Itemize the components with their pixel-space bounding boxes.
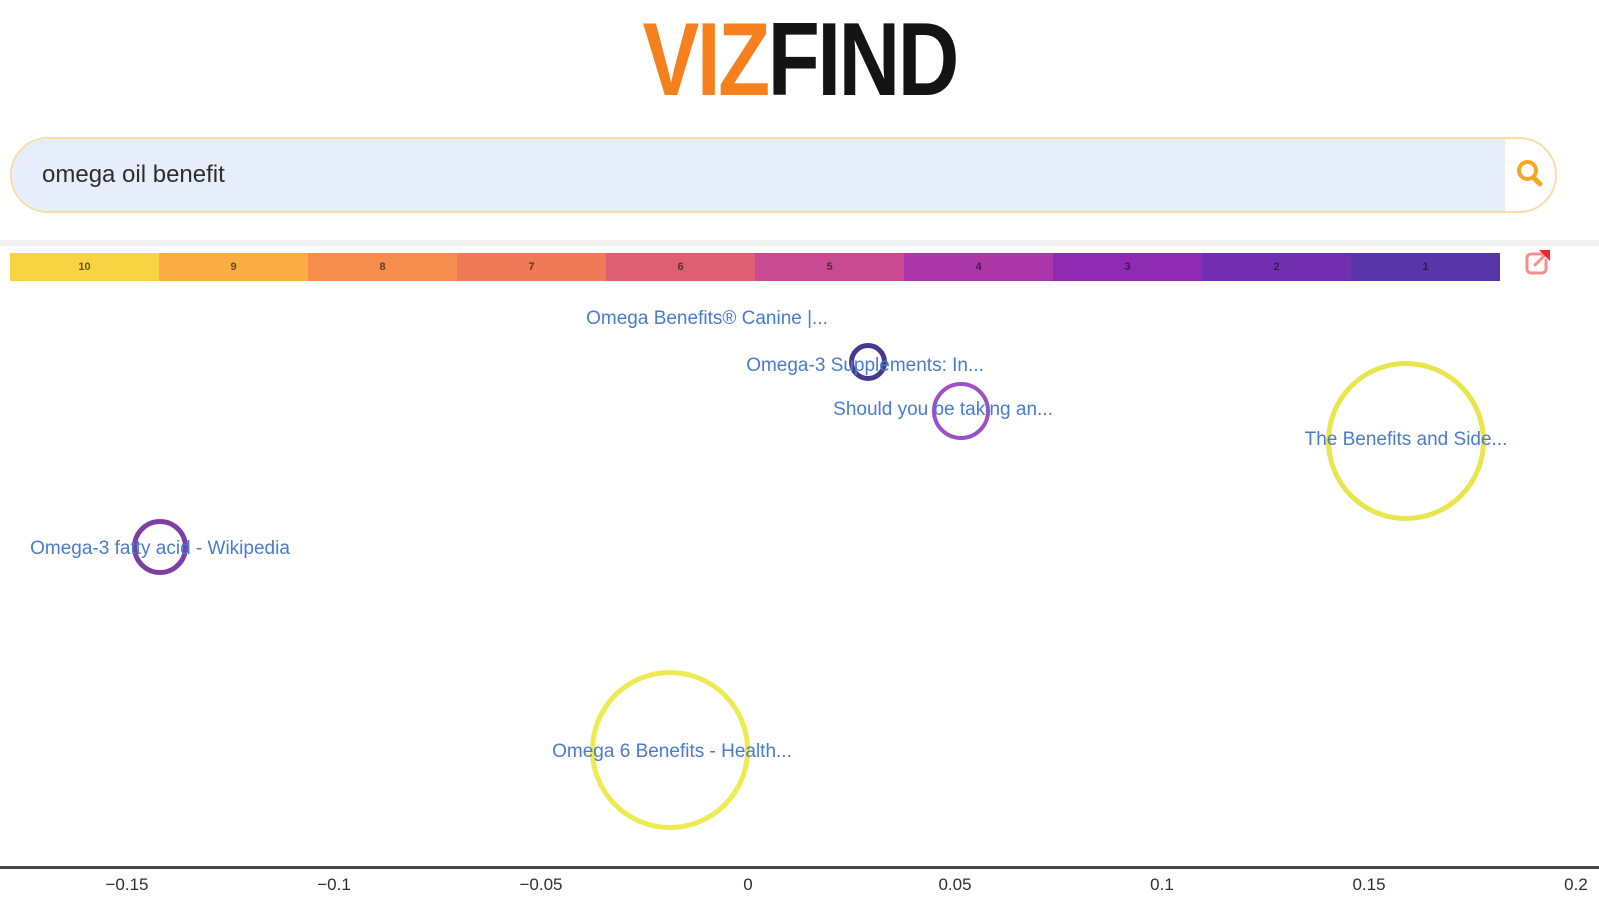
result-link[interactable]: Should you be taking an... (833, 399, 1053, 420)
x-tick-label: −0.1 (317, 875, 351, 894)
result-link[interactable]: The Benefits and Side... (1304, 429, 1508, 450)
colorbar-segment-10: 10 (10, 253, 159, 281)
logo-viz: VIZ (642, 2, 770, 118)
external-link-icon (1521, 249, 1553, 282)
x-axis-ticks: −0.15 −0.1 −0.05 0 0.05 0.1 0.15 0.2 (0, 875, 1599, 900)
x-tick-label: −0.05 (519, 875, 563, 894)
colorbar-segment-2: 2 (1202, 253, 1351, 281)
colorbar-segment-1: 1 (1351, 253, 1500, 281)
result-link[interactable]: Omega-3 fatty acid - Wikipedia (30, 538, 290, 559)
x-tick-label: −0.15 (105, 875, 149, 894)
result-circle[interactable] (1326, 361, 1486, 521)
logo-text: VIZFIND (642, 8, 959, 112)
colorbar-segment-4: 4 (904, 253, 1053, 281)
result-circle[interactable] (132, 519, 188, 575)
colorbar-segment-7: 7 (457, 253, 606, 281)
search-input[interactable] (12, 139, 1505, 211)
colorbar-segment-3: 3 (1053, 253, 1202, 281)
x-tick-label: 0.2 (1564, 875, 1588, 894)
search-bar (10, 137, 1557, 213)
colorbar-segment-6: 6 (606, 253, 755, 281)
logo-find: FIND (767, 2, 960, 118)
colorbar-segment-8: 8 (308, 253, 457, 281)
colorbar-segment-5: 5 (755, 253, 904, 281)
result-link[interactable]: Omega 6 Benefits - Health... (552, 741, 792, 762)
result-circle[interactable] (590, 670, 750, 830)
logo[interactable]: VIZFIND (0, 8, 1599, 112)
result-circle[interactable] (849, 343, 887, 381)
divider-strip (0, 240, 1599, 246)
result-link[interactable]: Omega-3 Supplements: In... (746, 355, 984, 376)
search-icon (1513, 157, 1547, 194)
x-tick-label: 0.1 (1150, 875, 1174, 894)
open-external-button[interactable] (1519, 246, 1555, 282)
x-tick-label: 0 (743, 875, 753, 894)
colorbar-segment-9: 9 (159, 253, 308, 281)
result-link[interactable]: Omega Benefits® Canine |... (586, 308, 828, 329)
score-colorbar: 10 9 8 7 6 5 4 3 2 1 (10, 253, 1500, 281)
x-tick-label: 0.05 (938, 875, 972, 894)
x-tick-label: 0.15 (1352, 875, 1386, 894)
result-circle[interactable] (932, 382, 990, 440)
x-axis-line (0, 866, 1599, 869)
